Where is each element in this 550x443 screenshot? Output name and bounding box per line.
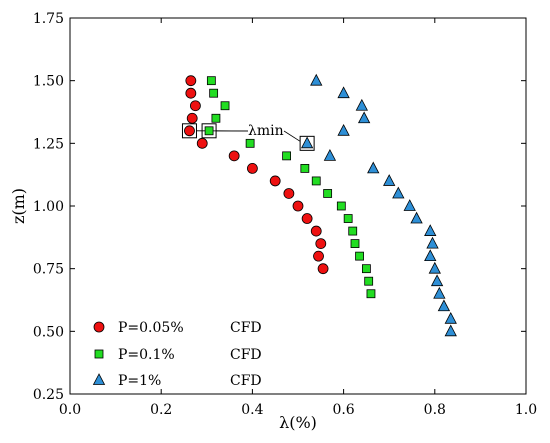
data-point-p005	[185, 87, 197, 99]
data-point-p01	[220, 101, 230, 111]
data-point-p1	[437, 299, 451, 312]
legend-label-p005: P=0.05%	[118, 320, 184, 336]
data-point-p1	[367, 161, 380, 174]
data-point-p01	[209, 88, 219, 98]
annotation-label: λmin	[248, 123, 284, 139]
data-point-p01	[343, 214, 353, 223]
data-point-p005	[228, 150, 240, 162]
y-tick-label: 0.75	[33, 262, 64, 278]
y-axis-ticks: 0.25 0.50 0.75 1.00 1.25 1.50 1.75	[33, 11, 526, 403]
data-point-p1	[355, 98, 369, 111]
y-tick-label: 0.50	[33, 324, 64, 340]
data-point-p1	[337, 86, 350, 99]
data-point-p01	[204, 126, 214, 136]
data-point-p005	[185, 75, 197, 87]
data-point-p1	[424, 224, 437, 236]
x-tick-label: 0.6	[332, 402, 354, 418]
y-tick-label: 1.75	[33, 11, 64, 27]
legend-label-p1: P=1%	[118, 373, 161, 389]
data-point-p005	[246, 162, 258, 174]
data-point-p01	[211, 113, 221, 123]
y-tick-label: 1.25	[33, 136, 64, 152]
data-point-p01	[336, 201, 346, 211]
data-point-p005	[269, 175, 281, 187]
x-tick-label: 0.8	[424, 402, 446, 418]
data-points	[184, 73, 457, 337]
legend-method-p1: CFD	[230, 373, 262, 389]
y-tick-label: 1.50	[33, 74, 64, 90]
y-axis-label: z(m)	[9, 188, 28, 224]
legend-label-p01: P=0.1%	[118, 347, 175, 363]
data-point-p01	[300, 163, 310, 173]
x-axis-label: λ(%)	[279, 413, 317, 432]
data-point-p01	[206, 76, 216, 86]
x-tick-label: 1.0	[515, 402, 537, 418]
data-point-p1	[357, 111, 371, 124]
data-point-p1	[383, 174, 396, 186]
data-point-p1	[392, 186, 405, 199]
data-point-p1	[310, 73, 323, 86]
y-tick-label: 1.00	[33, 199, 64, 215]
data-point-p005	[315, 238, 327, 250]
x-tick-label: 0.2	[150, 402, 172, 418]
data-point-p005	[310, 225, 322, 237]
data-point-p1	[428, 261, 441, 274]
data-point-p005	[196, 137, 208, 149]
annotation-leader	[283, 130, 301, 142]
data-point-p01	[361, 264, 371, 274]
data-point-p1	[337, 123, 350, 136]
data-point-p1	[430, 274, 444, 287]
data-point-p01	[282, 151, 292, 161]
x-tick-label: 0.0	[59, 402, 81, 418]
legend-entry-p01: P=0.1% CFD	[94, 347, 262, 363]
annotation-box	[299, 135, 315, 151]
legend-marker-p1	[92, 373, 106, 385]
data-point-p1	[323, 149, 337, 161]
data-point-p005	[283, 188, 295, 199]
plot-frame	[69, 17, 527, 395]
legend-marker-p01	[94, 349, 104, 359]
data-point-p1	[444, 311, 457, 324]
legend-marker-p005	[93, 321, 105, 333]
data-point-p005	[317, 263, 329, 275]
legend-entry-p005: P=0.05% CFD	[93, 320, 262, 336]
data-point-p005	[186, 112, 198, 124]
legend-entry-p1: P=1% CFD	[92, 373, 262, 389]
legend-method-p005: CFD	[230, 320, 262, 336]
data-point-p1	[424, 249, 437, 262]
data-point-p005	[301, 213, 313, 224]
data-point-p1	[300, 136, 314, 149]
data-point-p01	[364, 276, 374, 286]
y-tick-label: 0.25	[33, 387, 64, 403]
data-point-p01	[245, 138, 255, 148]
data-point-p01	[350, 239, 360, 249]
x-tick-label: 0.4	[241, 402, 263, 418]
legend: P=0.05% CFD P=0.1% CFD P=1% CFD	[92, 320, 262, 389]
data-point-p005	[184, 125, 195, 137]
data-point-p01	[311, 176, 321, 186]
data-point-p1	[433, 286, 446, 299]
x-axis-ticks: 0.0 0.2 0.4 0.6 0.8 1.0	[59, 18, 537, 418]
data-point-p1	[444, 324, 457, 337]
data-point-p005	[313, 250, 324, 262]
data-point-p01	[366, 289, 376, 299]
data-point-p1	[403, 199, 416, 211]
data-point-p1	[426, 236, 439, 249]
data-point-p01	[348, 226, 358, 236]
legend-method-p01: CFD	[230, 347, 262, 363]
data-point-p01	[355, 251, 364, 261]
data-point-p1	[410, 211, 423, 224]
data-point-p01	[323, 189, 333, 198]
data-point-p005	[292, 200, 304, 212]
data-point-p005	[189, 100, 201, 112]
